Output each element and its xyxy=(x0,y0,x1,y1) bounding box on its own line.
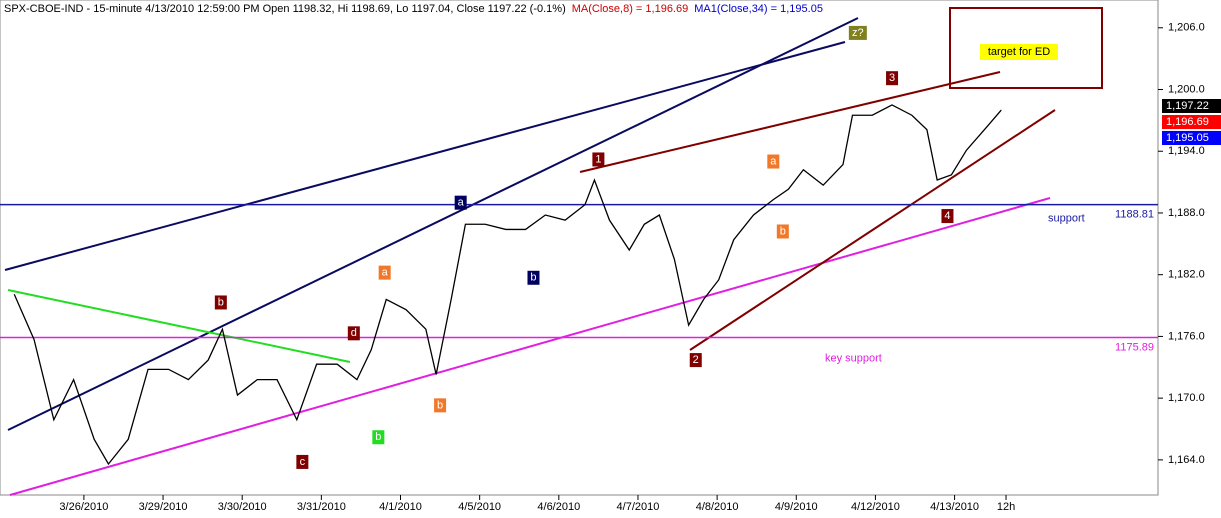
annotation-text: b xyxy=(218,296,224,308)
annotation-box xyxy=(527,270,540,285)
annotation-box xyxy=(886,71,899,86)
trend-line xyxy=(7,289,351,363)
y-tick-label: 1,200.0 xyxy=(1168,83,1205,95)
y-tick-label: 1,182.0 xyxy=(1168,269,1205,281)
annotation-text: 1 xyxy=(595,153,601,165)
level-text: key support xyxy=(825,352,882,364)
x-tick-label: 4/12/2010 xyxy=(851,501,900,513)
y-tick-label: 1,170.0 xyxy=(1168,392,1205,404)
annotation-text: b xyxy=(375,431,381,443)
x-tick-label: 3/31/2010 xyxy=(297,501,346,513)
annotation-box xyxy=(214,295,227,310)
target-label: target for ED xyxy=(988,46,1050,58)
annotation-box xyxy=(689,353,702,368)
header-part: MA(Close,8) = 1,196.69 xyxy=(572,3,688,15)
annotation-box xyxy=(378,265,391,280)
x-tick-label: 4/6/2010 xyxy=(537,501,580,513)
y-tick-label: 1,194.0 xyxy=(1168,145,1205,157)
header: SPX-CBOE-IND - 15-minute 4/13/2010 12:59… xyxy=(4,3,823,15)
y-tick-label: 1,164.0 xyxy=(1168,454,1205,466)
x-tick-label: 4/5/2010 xyxy=(458,501,501,513)
x-tick-label: 4/8/2010 xyxy=(696,501,739,513)
annotation-box xyxy=(776,224,789,239)
target-box xyxy=(949,7,1103,89)
annotation-box xyxy=(296,454,309,469)
trend-lines xyxy=(4,17,1056,496)
annotation-text: a xyxy=(770,155,777,167)
price-tag xyxy=(1162,115,1221,129)
annotation-text: b xyxy=(530,272,536,284)
price-line xyxy=(13,104,1002,466)
annotation-text: 2 xyxy=(693,354,699,366)
trend-line xyxy=(579,71,1001,173)
price-tag-label: 1,196.69 xyxy=(1166,116,1209,128)
y-tick-label: 1,176.0 xyxy=(1168,330,1205,342)
level-value: 1188.81 xyxy=(1115,209,1154,221)
annotation-box xyxy=(372,430,385,445)
annotation-box xyxy=(434,398,447,413)
annotation-box xyxy=(767,154,780,169)
annotation-box xyxy=(347,326,360,341)
annotation-text: 3 xyxy=(889,72,895,84)
trend-line xyxy=(689,109,1056,351)
price-tag xyxy=(1162,99,1221,113)
x-tick-label: 3/30/2010 xyxy=(218,501,267,513)
price-tag-label: 1,195.05 xyxy=(1166,132,1209,144)
x-tick-label: 4/13/2010 xyxy=(930,501,979,513)
price-tag xyxy=(1162,131,1221,145)
level-text: support xyxy=(1048,213,1085,225)
annotation-text: b xyxy=(437,399,443,411)
annotation-text: a xyxy=(382,267,389,279)
y-tick-label: 1,188.0 xyxy=(1168,207,1205,219)
price-tag-label: 1,197.22 xyxy=(1166,100,1209,112)
annotation-box xyxy=(848,25,867,40)
annotation-box xyxy=(592,152,605,167)
x-tick-label: 4/1/2010 xyxy=(379,501,422,513)
x-tick-label: 3/29/2010 xyxy=(139,501,188,513)
annotation-text: a xyxy=(458,197,465,209)
header-text: SPX-CBOE-IND - 15-minute 4/13/2010 12:59… xyxy=(4,3,823,15)
annotation-text: b xyxy=(780,225,786,237)
y-tick-label: 1,206.0 xyxy=(1168,22,1205,34)
annotation-text: c xyxy=(300,456,306,468)
x-tick-label: 4/9/2010 xyxy=(775,501,818,513)
header-part: SPX-CBOE-IND - 15-minute 4/13/2010 12:59… xyxy=(4,3,566,15)
trend-line xyxy=(9,197,1051,496)
x-tick-label: 12h xyxy=(997,501,1015,513)
trend-line xyxy=(7,17,859,431)
annotation-text: 4 xyxy=(944,210,950,222)
annotation-box xyxy=(454,195,467,210)
target-label-bg xyxy=(980,44,1058,60)
x-tick-label: 4/7/2010 xyxy=(617,501,660,513)
level-value: 1175.89 xyxy=(1115,341,1154,353)
annotation-text: d xyxy=(351,327,357,339)
trend-line xyxy=(4,41,846,271)
plot-frame xyxy=(0,0,1159,496)
annotation-box xyxy=(941,209,954,224)
header-part: MA1(Close,34) = 1,195.05 xyxy=(694,3,823,15)
x-tick-label: 3/26/2010 xyxy=(59,501,108,513)
annotation-text: z? xyxy=(852,27,864,39)
